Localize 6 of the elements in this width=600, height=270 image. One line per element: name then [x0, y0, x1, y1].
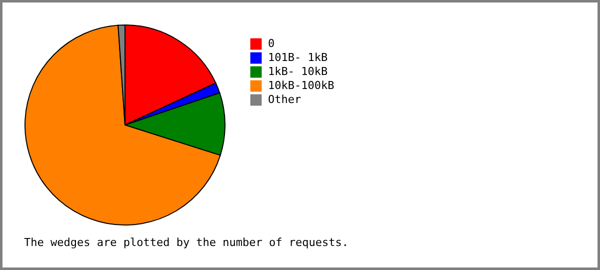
text: The wedges are plotted by the number of requests. — [24, 236, 349, 249]
legend-label: 101B- 1kB — [268, 51, 328, 64]
legend-label: 1kB- 10kB — [268, 65, 328, 78]
legend-label: 0 — [268, 37, 275, 50]
legend-label: 10kB-100kB — [268, 79, 335, 92]
legend-label: Other — [268, 93, 302, 106]
